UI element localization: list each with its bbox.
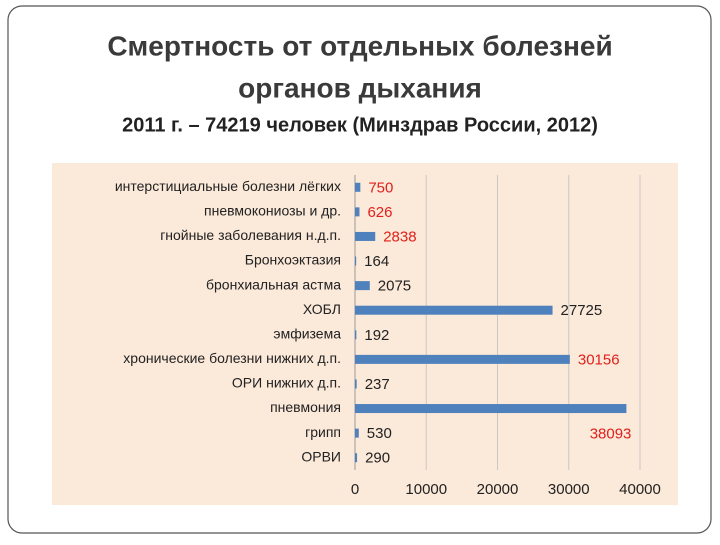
value-label: 237 — [365, 376, 390, 393]
value-label: 164 — [364, 253, 389, 270]
bar — [355, 379, 357, 389]
y-tick-label: пневмокониозы и др. — [204, 203, 341, 219]
value-label: 192 — [364, 327, 389, 344]
y-tick-label: интерстициальные болезни лёгких — [115, 178, 341, 194]
x-tick-label: 10000 — [405, 481, 447, 498]
x-tick-label: 0 — [351, 481, 359, 498]
value-label: 27725 — [561, 302, 603, 319]
bar — [355, 354, 570, 364]
value-label: 38093 — [590, 426, 632, 443]
bar — [355, 281, 370, 291]
bar — [355, 231, 376, 241]
bar — [355, 404, 627, 414]
value-label: 626 — [367, 204, 392, 221]
y-tick-label: Бронхоэктазия — [245, 252, 341, 268]
bar — [355, 182, 361, 192]
x-tick-label: 20000 — [477, 481, 519, 498]
y-tick-label: гнойные заболевания н.д.п. — [160, 227, 341, 243]
value-label: 530 — [367, 425, 392, 442]
y-tick-label: бронхиальная астма — [206, 276, 341, 292]
bar — [355, 330, 357, 340]
y-tick-label: пневмония — [270, 399, 341, 415]
y-tick-label: хронические болезни нижних д.п. — [123, 350, 341, 366]
value-label: 750 — [368, 179, 393, 196]
y-tick-label: ОРИ нижних д.п. — [232, 375, 341, 391]
value-label: 2075 — [378, 278, 411, 295]
bar — [355, 207, 360, 217]
bar — [355, 305, 553, 315]
value-label: 2838 — [383, 228, 416, 245]
bar — [355, 256, 357, 266]
bar — [355, 428, 359, 438]
subtitle: 2011 г. – 74219 человек (Минздрав России… — [122, 114, 598, 136]
title-line: органов дыхания — [238, 72, 482, 103]
y-tick-label: эмфизема — [273, 325, 341, 341]
value-label: 30156 — [578, 351, 620, 368]
title-line: Смертность от отдельных болезней — [107, 30, 612, 61]
chart-area — [52, 163, 678, 505]
value-label: 290 — [365, 450, 390, 467]
x-tick-label: 30000 — [548, 481, 590, 498]
y-tick-label: грипп — [305, 424, 341, 440]
y-tick-label: ХОБЛ — [303, 301, 341, 317]
bar — [355, 453, 358, 463]
x-tick-label: 40000 — [619, 481, 661, 498]
y-tick-label: ОРВИ — [301, 448, 341, 464]
